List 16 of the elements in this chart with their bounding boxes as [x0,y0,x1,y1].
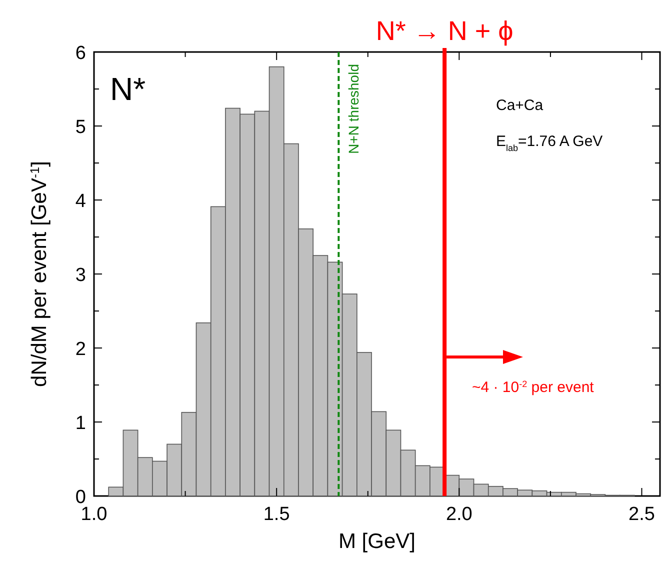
x-tick-label: 2.0 [446,504,472,525]
ref-line-label: N+N threshold [346,64,362,154]
y-tick-label: 2 [75,339,86,360]
y-tick-label: 4 [75,191,86,212]
x-axis-title: M [GeV] [338,530,416,553]
annotation: ~4 · 10$^{-2}$ per event [472,379,595,396]
x-tick-label: 1.5 [263,504,290,525]
y-tick-label: 3 [75,265,86,286]
annotation: Ca+Ca [496,97,544,114]
annotation: N* [110,71,146,107]
y-tick-label: 5 [75,117,86,138]
annotation: E$_{lab}$=1.76 A GeV [496,133,603,153]
y-tick-label: 6 [75,43,86,64]
y-tick-label: 1 [75,413,86,434]
x-tick-label: 2.5 [628,504,655,525]
ref-line-label: N* → N + ϕ [376,16,514,46]
